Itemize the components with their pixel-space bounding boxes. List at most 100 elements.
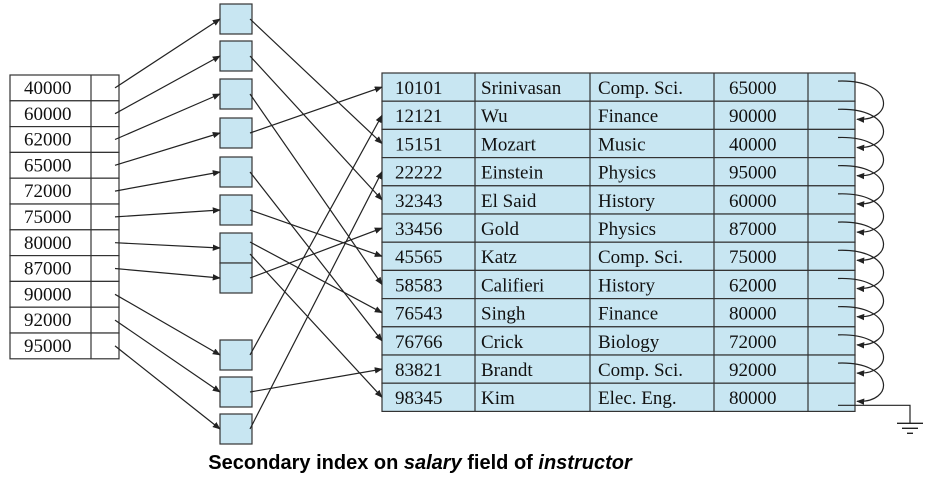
chain-pointer xyxy=(837,136,884,180)
record-row xyxy=(381,72,856,102)
record-id: 76766 xyxy=(395,332,443,353)
record-row xyxy=(381,128,856,159)
record-salary: 75000 xyxy=(729,247,777,268)
index-key: 72000 xyxy=(24,181,72,202)
record-dept: Comp. Sci. xyxy=(598,78,683,99)
record-name: Wu xyxy=(481,106,508,127)
pointer-arrow xyxy=(249,241,383,314)
record-name: Gold xyxy=(481,219,520,240)
index-key: 60000 xyxy=(24,104,72,125)
pointer-arrow xyxy=(114,242,221,251)
pointer-arrow xyxy=(249,253,383,398)
index-entry-80000 xyxy=(9,229,120,257)
index-key: 75000 xyxy=(24,207,72,228)
record-name: El Said xyxy=(481,191,537,212)
record-row xyxy=(381,269,856,300)
pointer-arrow xyxy=(249,114,383,356)
record-row xyxy=(381,298,856,328)
pointer-arrow xyxy=(249,55,383,201)
index-key: 62000 xyxy=(24,130,72,151)
chain-pointer xyxy=(837,165,884,208)
record-dept: Biology xyxy=(598,332,660,353)
record-id: 83821 xyxy=(395,360,443,381)
pointer-arrow xyxy=(249,171,383,342)
pointer-arrow xyxy=(114,18,221,89)
index-entry-40000 xyxy=(9,74,120,102)
chain-pointer xyxy=(837,306,884,349)
record-dept: Finance xyxy=(598,304,658,325)
pointer-arrow xyxy=(249,209,383,257)
bucket-cell xyxy=(219,194,253,226)
chain-pointer xyxy=(837,221,884,264)
index-key: 92000 xyxy=(24,310,72,331)
bucket-cell xyxy=(219,3,253,35)
index-entry-60000 xyxy=(9,100,120,128)
record-dept: History xyxy=(598,191,656,212)
record-dept: Comp. Sci. xyxy=(598,247,683,268)
record-name: Crick xyxy=(481,332,524,353)
caption-part1: Secondary index on xyxy=(208,452,404,474)
chain-pointer xyxy=(837,193,884,236)
instructor-file: 10101 Srinivasan Comp. Sci. 65000 12121 Wu Fin… xyxy=(381,72,856,413)
bucket-cell xyxy=(219,376,253,408)
chain-pointer xyxy=(837,277,884,321)
bucket-cell xyxy=(219,117,253,149)
pointer-arrow xyxy=(114,319,221,393)
chain-pointer xyxy=(837,108,884,152)
pointer-arrow xyxy=(114,93,221,141)
record-salary: 87000 xyxy=(729,219,777,240)
record-dept: Elec. Eng. xyxy=(598,388,677,409)
index-entry-95000 xyxy=(9,332,120,360)
record-name: Singh xyxy=(481,304,526,325)
record-id: 45565 xyxy=(395,247,443,268)
record-name: Mozart xyxy=(481,134,537,155)
record-salary: 92000 xyxy=(729,360,777,381)
record-row xyxy=(381,157,856,187)
record-id: 98345 xyxy=(395,388,443,409)
record-dept: Physics xyxy=(598,163,656,184)
index-key: 65000 xyxy=(24,155,72,176)
bucket-column xyxy=(219,3,253,445)
pointer-arrow xyxy=(249,170,383,430)
record-dept: History xyxy=(598,275,656,296)
bucket-cell xyxy=(219,339,253,371)
chain-pointer xyxy=(837,362,884,405)
index-key: 87000 xyxy=(24,259,72,280)
pointer-arrow xyxy=(114,293,221,356)
chain-pointer xyxy=(837,249,884,293)
index-entry-62000 xyxy=(9,125,120,153)
caption-part2: field of xyxy=(461,452,539,474)
record-row xyxy=(381,185,856,215)
index-key: 80000 xyxy=(24,233,72,254)
record-id: 32343 xyxy=(395,191,443,212)
bucket-cell xyxy=(219,156,253,188)
record-salary: 60000 xyxy=(729,191,777,212)
pointer-arrow xyxy=(114,207,221,218)
bucket-cell xyxy=(219,40,253,72)
record-salary: 80000 xyxy=(729,304,777,325)
caption-field: salary xyxy=(403,452,462,474)
record-salary: 40000 xyxy=(729,134,777,155)
record-dept: Finance xyxy=(598,106,658,127)
bucket-cell xyxy=(219,413,253,445)
record-salary: 80000 xyxy=(729,388,777,409)
record-id: 33456 xyxy=(395,219,443,240)
record-id: 22222 xyxy=(395,163,443,184)
record-id: 15151 xyxy=(395,134,443,155)
record-dept: Comp. Sci. xyxy=(598,360,683,381)
caption-relation: instructor xyxy=(538,452,632,474)
record-name: Kim xyxy=(481,388,515,409)
pointer-arrows xyxy=(114,18,383,430)
pointer-arrow xyxy=(114,170,221,192)
record-name: Katz xyxy=(481,247,517,268)
record-dept: Music xyxy=(598,134,646,155)
record-salary: 62000 xyxy=(729,275,777,296)
chain-pointer xyxy=(837,80,884,123)
bucket-cell xyxy=(219,262,253,294)
record-salary: 95000 xyxy=(729,163,777,184)
pointer-arrow xyxy=(249,367,383,393)
record-name: Einstein xyxy=(481,163,544,184)
salary-index: 40000 60000 62000 65000 72000 75000 80000 87000… xyxy=(9,74,120,360)
index-entry-72000 xyxy=(9,177,120,205)
